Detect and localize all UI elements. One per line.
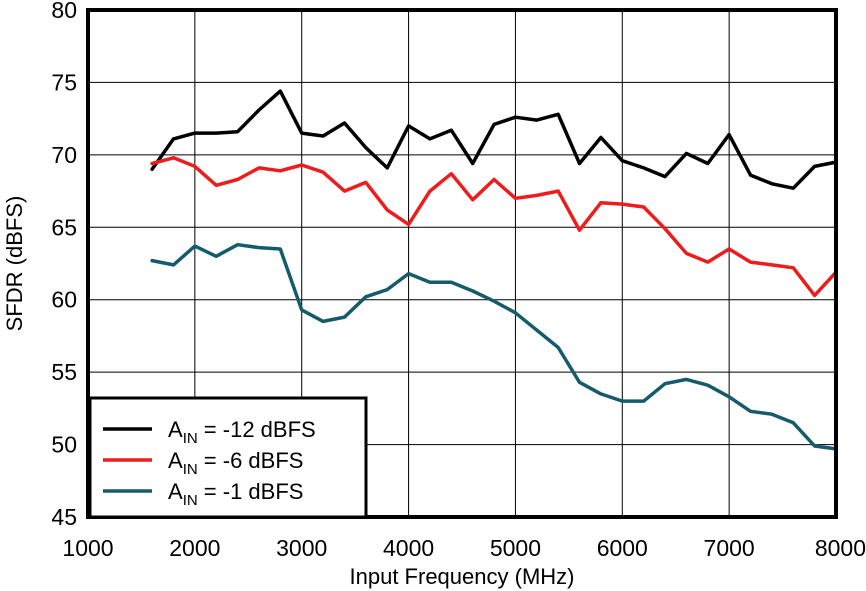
series-line-1 — [150, 89, 838, 190]
legend-label: AIN = -12 dBFS — [168, 417, 316, 447]
grid — [87, 9, 837, 518]
x-tick-labels: 1000 2000 3000 4000 5000 6000 7000 8000 — [62, 535, 866, 561]
legend-item: AIN = -12 dBFS — [103, 417, 316, 447]
x-tick-label: 2000 — [169, 535, 220, 561]
y-tick-labels: 45 50 55 60 65 70 75 80 — [51, 0, 77, 530]
y-tick-label: 45 — [51, 504, 77, 530]
x-tick-label: 8000 — [815, 535, 866, 561]
legend-box — [88, 396, 368, 519]
series-line-2 — [150, 156, 838, 298]
y-tick-label: 65 — [51, 214, 77, 240]
y-tick-label: 70 — [51, 142, 77, 168]
x-tick-label: 6000 — [597, 535, 648, 561]
x-axis-title: Input Frequency (MHz) — [350, 564, 575, 589]
legend-label: AIN = -1 dBFS — [168, 479, 303, 509]
x-tick-label: 5000 — [490, 535, 541, 561]
y-tick-label: 80 — [51, 0, 77, 23]
y-tick-label: 55 — [51, 359, 77, 385]
x-tick-label: 3000 — [276, 535, 327, 561]
legend-item: AIN = -1 dBFS — [103, 479, 303, 509]
y-tick-label: 75 — [51, 69, 77, 95]
legend-label: AIN = -6 dBFS — [168, 448, 303, 478]
y-tick-label: 50 — [51, 432, 77, 458]
plot-frame — [86, 8, 838, 519]
y-tick-label: 60 — [51, 287, 77, 313]
x-tick-label: 7000 — [704, 535, 755, 561]
x-tick-label: 1000 — [62, 535, 113, 561]
x-tick-label: 4000 — [383, 535, 434, 561]
y-axis-title: SFDR (dBFS) — [2, 196, 27, 332]
series-line-3 — [150, 242, 838, 451]
series-lines — [150, 89, 838, 451]
legend-item: AIN = -6 dBFS — [103, 448, 303, 478]
